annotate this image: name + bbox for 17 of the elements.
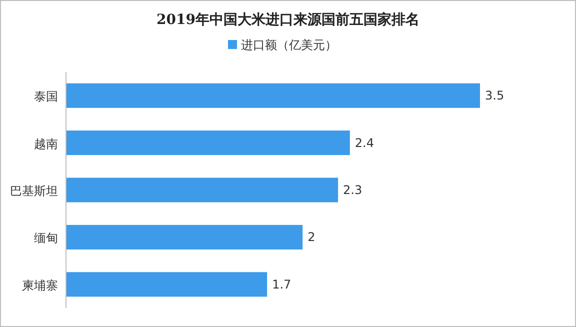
legend-label: 进口额（亿美元） xyxy=(241,38,337,52)
y-tick-label: 越南 xyxy=(34,136,58,151)
y-tick-label: 泰国 xyxy=(34,90,58,104)
chart-title: 2019年中国大米进口来源国前五国家排名 xyxy=(156,11,420,28)
bar xyxy=(66,83,480,108)
data-label: 3.5 xyxy=(485,88,504,103)
bar xyxy=(66,224,303,250)
bar xyxy=(66,272,268,297)
y-tick-label: 柬埔寨 xyxy=(22,278,58,292)
bar xyxy=(66,178,338,202)
data-label: 1.7 xyxy=(272,277,292,292)
y-tick-label: 巴基斯坦 xyxy=(10,184,58,198)
data-label: 2.4 xyxy=(354,136,374,150)
data-label: 2 xyxy=(308,230,316,244)
bar xyxy=(66,130,350,156)
data-label: 2.3 xyxy=(343,183,362,197)
y-tick-label: 缅甸 xyxy=(34,231,58,246)
